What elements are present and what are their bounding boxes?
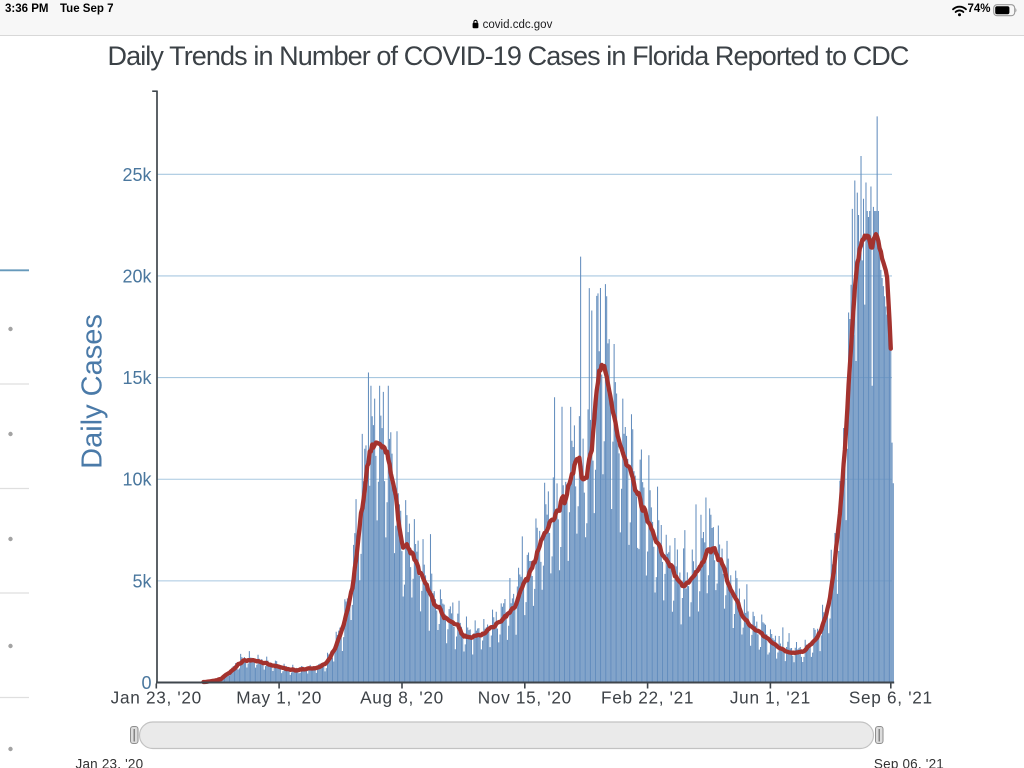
svg-text:25k: 25k xyxy=(122,165,152,185)
svg-text:Sep 6, '21: Sep 6, '21 xyxy=(849,688,933,708)
svg-text:20k: 20k xyxy=(122,267,152,287)
svg-text:10k: 10k xyxy=(122,470,152,490)
svg-text:May 1, '20: May 1, '20 xyxy=(236,688,322,708)
svg-text:Sep 06, '21: Sep 06, '21 xyxy=(874,757,944,768)
svg-text:Feb 22, '21: Feb 22, '21 xyxy=(601,688,694,708)
svg-text:5k: 5k xyxy=(132,571,152,591)
svg-text:Nov 15, '20: Nov 15, '20 xyxy=(478,688,572,708)
svg-text:0: 0 xyxy=(141,673,151,693)
svg-text:Jun 1, '21: Jun 1, '21 xyxy=(730,688,811,708)
svg-text:Daily Cases: Daily Cases xyxy=(77,314,109,469)
svg-text:Aug 8, '20: Aug 8, '20 xyxy=(360,688,444,708)
svg-text:15k: 15k xyxy=(122,368,152,388)
svg-text:Jan 23, '20: Jan 23, '20 xyxy=(76,757,144,768)
svg-text:Jan 23, '20: Jan 23, '20 xyxy=(111,688,202,708)
